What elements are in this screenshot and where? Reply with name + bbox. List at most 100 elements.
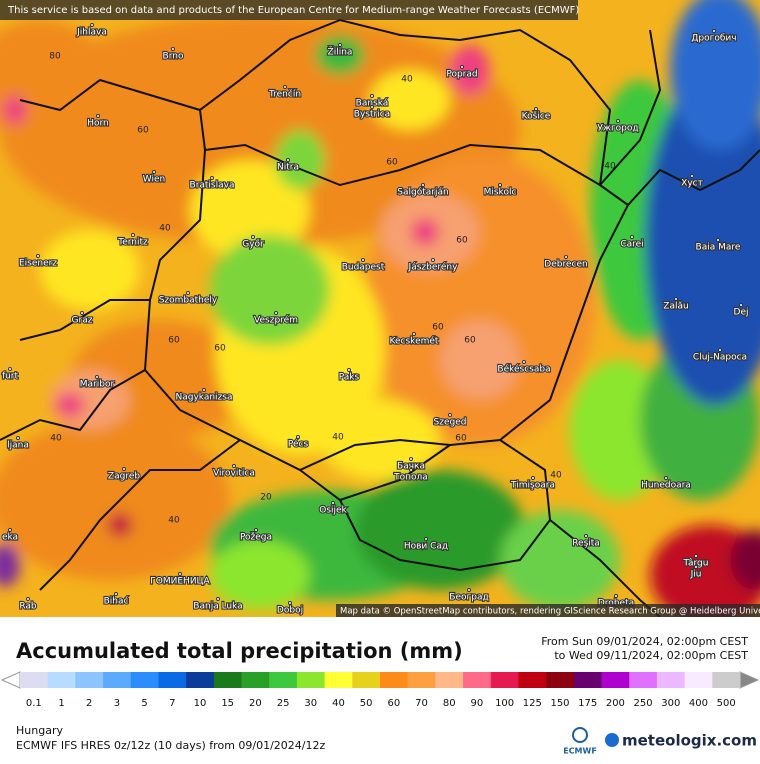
contour-label: 60 [214, 344, 226, 354]
city-label: Brno [163, 52, 184, 62]
contour-label: 40 [168, 516, 180, 526]
contour-label: 40 [550, 471, 562, 481]
city-label: Dej [734, 308, 749, 318]
city-dot [286, 158, 290, 162]
precip-area [315, 35, 365, 75]
city-dot [178, 572, 182, 576]
city-dot [614, 594, 618, 598]
legend-swatch [130, 672, 159, 688]
precip-area [440, 320, 520, 400]
city-dot [739, 303, 743, 307]
legend-low-arrow [0, 671, 21, 689]
city-dot [114, 592, 118, 596]
city-dot [431, 258, 435, 262]
city-label: Salgótarján [397, 187, 448, 198]
city-dot [251, 235, 255, 239]
contour-label: 80 [49, 52, 61, 62]
meteologix-logo: meteologix.com [622, 732, 757, 750]
borders [0, 18, 760, 617]
precip-area [670, 0, 760, 150]
legend-swatch [20, 672, 49, 688]
city-label: Eisenerz [19, 259, 57, 269]
precip-area [210, 235, 330, 345]
meteologix-icon [605, 733, 619, 747]
city-dot [254, 528, 258, 532]
title: Accumulated total precipitation (mm) [16, 639, 463, 663]
legend-swatch [186, 672, 215, 688]
city-dot [80, 311, 84, 315]
ecmwf-logo: ECMWF [563, 747, 597, 756]
city-dot [664, 476, 668, 480]
legend-label: 25 [277, 698, 290, 709]
precip-area [108, 513, 132, 537]
city-dot [202, 388, 206, 392]
city-label: Žilina [328, 46, 353, 58]
precip-area [411, 218, 439, 246]
city-dot [16, 436, 20, 440]
legend-swatch [546, 672, 575, 688]
city-label: Хуст [681, 179, 703, 189]
city-dot [718, 348, 722, 352]
city-dot [171, 47, 175, 51]
city-label: Nitra [277, 163, 299, 173]
city-dot [95, 375, 99, 379]
city-dot [498, 183, 502, 187]
city-dot [338, 43, 342, 47]
city-label: Veszprém [254, 315, 298, 326]
legend-label: 90 [471, 698, 484, 709]
legend-swatch [75, 672, 104, 688]
city-dot [616, 119, 620, 123]
precip-area [645, 75, 760, 405]
period-start: From Sun 09/01/2024, 02:00pm CEST [541, 635, 748, 648]
notice: This service is based on data and produc… [7, 5, 579, 16]
city-label: Doboj [277, 606, 303, 616]
legend-swatch [380, 672, 409, 688]
legend-swatch [601, 672, 630, 688]
city-label: Virovitica [213, 469, 255, 479]
color-legend: 0.1 1 2 3 5 7 10 15 20 25 30 40 50 60 70 80 90 100 125 150 1… [0, 671, 760, 709]
contour-label: 60 [432, 323, 444, 333]
city-dot [534, 107, 538, 111]
city-dot [131, 233, 135, 237]
city-label: Pécs [288, 439, 309, 450]
city-label: Miskolc [484, 188, 517, 198]
precip-area [40, 230, 140, 310]
city-label: Reşita [572, 539, 600, 549]
city-label: Београд [449, 593, 488, 603]
city-label: Zalău [663, 302, 688, 312]
contour-label: 40 [332, 433, 344, 443]
city-dot [152, 170, 156, 174]
city-dot [674, 297, 678, 301]
city-dot [122, 467, 126, 471]
precip-area [0, 15, 520, 245]
legend-swatch [407, 672, 436, 688]
city-label: Maribor [80, 380, 115, 390]
legend-swatch [269, 672, 298, 688]
legend-label: 250 [634, 698, 653, 709]
contour-label: 60 [455, 434, 467, 444]
precip-area [355, 470, 525, 590]
city-label: furt [2, 372, 19, 382]
city-label: Бачка [397, 462, 425, 472]
city-dot [409, 468, 413, 472]
city-label: Jihlava [76, 28, 107, 38]
contour-label: 60 [386, 158, 398, 168]
precip-area [730, 530, 760, 590]
legend-label: 0.1 [26, 698, 42, 709]
legend-label: 10 [194, 698, 207, 709]
city-dot [630, 235, 634, 239]
contour-label: 60 [137, 126, 149, 136]
precip-area [450, 45, 490, 95]
legend-label: 30 [304, 698, 317, 709]
legend-label: 7 [169, 698, 175, 709]
city-dot [421, 183, 425, 187]
legend-swatch [324, 672, 353, 688]
city-label: Banská [356, 99, 389, 109]
legend-label: 15 [221, 698, 234, 709]
legend-label: 1 [58, 698, 64, 709]
legend-label: 40 [332, 698, 345, 709]
city-label: Baia Mare [696, 243, 741, 253]
city-labels: Jihlava Brno Žilina Poprad Trenčín BanskáByst… [1, 23, 750, 617]
city-dot [424, 537, 428, 541]
contour-label: 60 [464, 336, 476, 346]
